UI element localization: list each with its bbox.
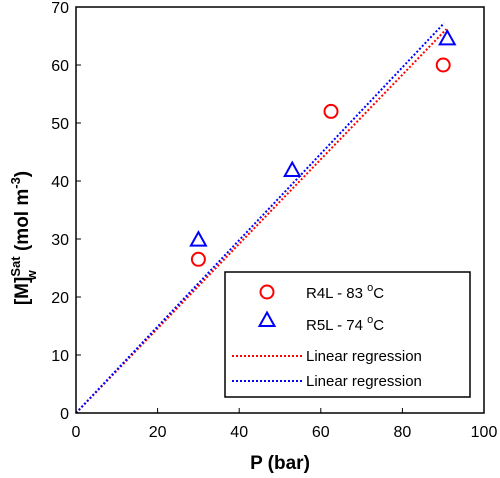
y-axis-label-unit-sup: -3 bbox=[8, 177, 23, 189]
plot-frame bbox=[75, 6, 485, 414]
x-tick-label: 20 bbox=[149, 424, 167, 441]
y-axis-label-main: [M] bbox=[12, 277, 33, 305]
y-axis-label-close: ) bbox=[12, 171, 33, 177]
legend-label-r5l: R5L - 74 oC bbox=[306, 314, 384, 334]
data-point-triangle bbox=[283, 160, 302, 178]
y-axis-label-rest: (mol m bbox=[12, 189, 33, 257]
data-point-triangle bbox=[438, 28, 457, 46]
y-tick-label: 50 bbox=[51, 116, 69, 133]
legend-marker-r4l bbox=[259, 284, 275, 300]
y-tick-label: 10 bbox=[51, 348, 69, 365]
data-point-triangle bbox=[189, 230, 208, 247]
ticks-layer: 0 20 40 60 80 100 0 10 20 30 40 50 60 70 bbox=[51, 0, 497, 441]
data-point-circle bbox=[435, 57, 451, 73]
data-point-circle bbox=[190, 251, 206, 267]
regression-line-blue bbox=[75, 22, 445, 414]
x-tick-label: 100 bbox=[471, 424, 498, 441]
legend-box bbox=[224, 271, 471, 398]
x-tick-label: 40 bbox=[230, 424, 248, 441]
legend-marker-r5l bbox=[257, 310, 277, 327]
x-tick-label: 60 bbox=[312, 424, 330, 441]
y-tick-label: 40 bbox=[51, 174, 69, 191]
data-points bbox=[189, 28, 457, 267]
legend-label-r4l: R4L - 83 oC bbox=[306, 282, 384, 302]
x-tick-label: 0 bbox=[72, 424, 81, 441]
y-tick-label: 30 bbox=[51, 232, 69, 249]
data-point-circle bbox=[323, 103, 339, 119]
y-axis-label: [M]Satw (mol m-3) bbox=[8, 171, 39, 305]
y-axis-label-sub: w bbox=[24, 269, 39, 281]
legend-label-regression-blue: Linear regression bbox=[306, 373, 422, 390]
y-tick-label: 70 bbox=[51, 0, 69, 17]
y-axis-label-sup: Sat bbox=[8, 256, 23, 277]
y-tick-label: 60 bbox=[51, 58, 69, 75]
y-tick-label: 0 bbox=[60, 406, 69, 423]
x-axis-label: P (bar) bbox=[250, 453, 310, 474]
legend: R4L - 83 oC R5L - 74 oC Linear regressio… bbox=[224, 271, 471, 398]
regression-lines bbox=[75, 22, 448, 414]
legend-label-regression-red: Linear regression bbox=[306, 348, 422, 365]
y-tick-label: 20 bbox=[51, 290, 69, 307]
x-tick-label: 80 bbox=[394, 424, 412, 441]
